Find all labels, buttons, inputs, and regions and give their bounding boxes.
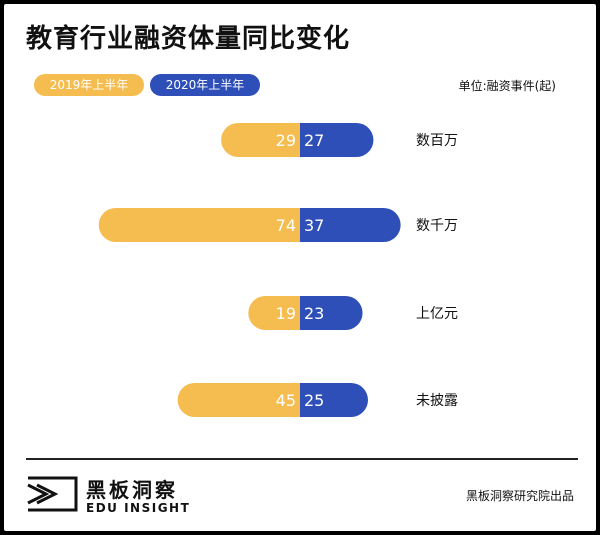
category-label-2: 上亿元 xyxy=(416,306,458,322)
bar-2020-3 xyxy=(300,383,368,417)
bar-2020-value-2: 23 xyxy=(304,304,324,323)
edu-insight-logo-icon xyxy=(27,476,78,512)
footer-divider xyxy=(26,458,578,460)
bar-2019-3 xyxy=(177,383,300,417)
bar-2020-value-1: 37 xyxy=(304,216,324,235)
bar-2019-1 xyxy=(98,208,300,242)
infographic-card: 教育行业融资体量同比变化 2019年上半年 2020年上半年 单位:融资事件(起… xyxy=(4,4,596,531)
bar-2019-2 xyxy=(248,296,300,330)
bar-2019-value-2: 19 xyxy=(276,304,296,323)
bar-2019-0 xyxy=(221,123,300,157)
bar-2019-value-1: 74 xyxy=(276,216,296,235)
bar-2020-1 xyxy=(300,208,401,242)
butterfly-bar-chart: 29 27 数百万 74 37 数千万 19 23 上亿元 45 25 未披露 xyxy=(98,123,458,417)
bar-2020-value-0: 27 xyxy=(304,131,324,150)
bar-2019-value-3: 45 xyxy=(276,391,296,410)
logo-chinese-text: 黑板洞察 xyxy=(86,478,178,502)
logo-english-text: EDU INSIGHT xyxy=(86,501,191,515)
chart-title: 教育行业融资体量同比变化 xyxy=(26,24,351,54)
source-credit: 黑板洞察研究院出品 xyxy=(465,489,574,503)
bar-2020-0 xyxy=(300,123,374,157)
bar-2019-value-0: 29 xyxy=(276,131,296,150)
category-label-1: 数千万 xyxy=(416,218,458,234)
bar-2020-value-3: 25 xyxy=(304,391,324,410)
legend-2019-h1: 2019年上半年 xyxy=(34,74,144,96)
unit-label: 单位:融资事件(起) xyxy=(458,79,556,93)
bar-2020-2 xyxy=(300,296,363,330)
category-label-3: 未披露 xyxy=(416,393,458,409)
legend-2020-h1: 2020年上半年 xyxy=(150,74,260,96)
category-label-0: 数百万 xyxy=(416,133,458,149)
